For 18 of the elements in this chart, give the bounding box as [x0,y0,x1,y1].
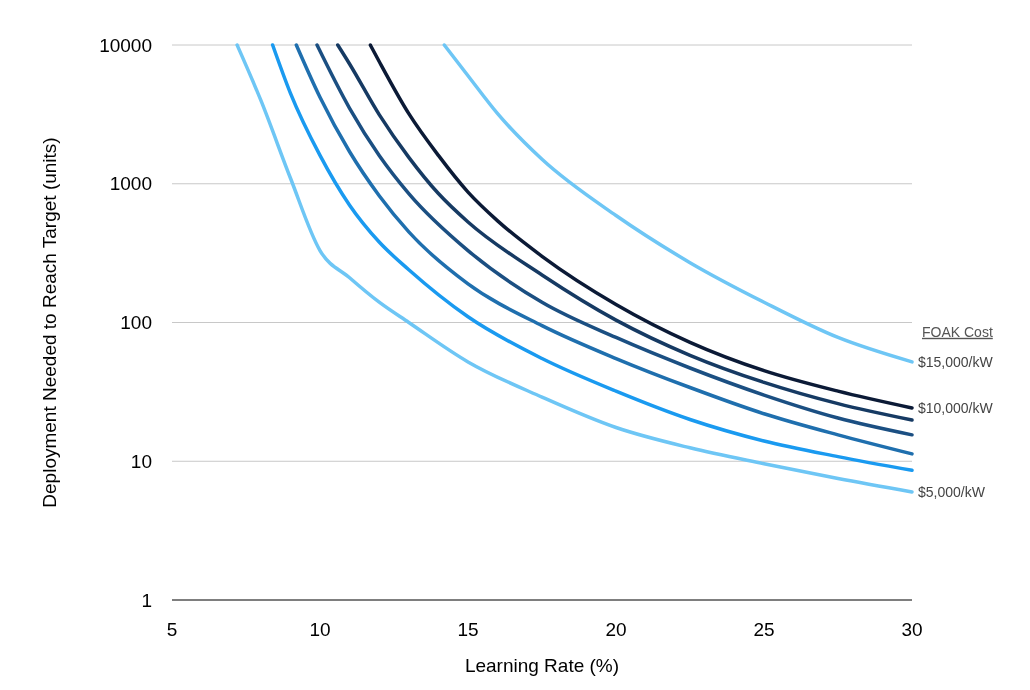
line-series [442,43,914,364]
y-axis-title: Deployment Needed to Reach Target (units) [39,137,60,508]
x-tick-label: 10 [309,619,331,640]
legend-title: FOAK Cost [922,323,993,340]
x-tick-label: 20 [605,619,627,640]
series-label: $10,000/kW [918,399,994,416]
y-tick-label: 1000 [109,173,152,195]
x-tick-label: 15 [457,619,479,640]
y-tick-label: 10 [130,450,152,472]
series-label: $15,000/kW [918,353,994,370]
series-label: $5,000/kW [918,483,986,500]
y-tick-label: 10000 [99,34,152,56]
x-tick-label: 30 [901,619,923,640]
x-tick-label: 5 [166,619,178,640]
x-axis-title: Learning Rate (%) [464,655,620,676]
x-tick-label: 25 [753,619,775,640]
y-tick-label: 100 [120,312,152,334]
y-tick-label: 1 [141,589,152,611]
